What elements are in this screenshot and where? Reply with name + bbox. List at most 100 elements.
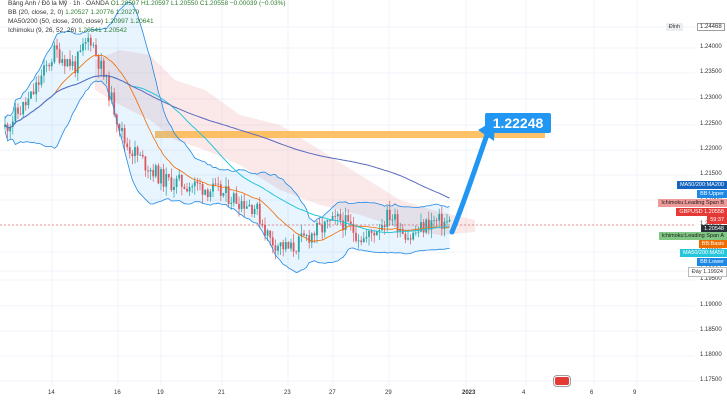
candle-body bbox=[204, 189, 207, 195]
ichimoku-cloud bbox=[95, 50, 475, 235]
time-tick: 2023 bbox=[462, 390, 476, 396]
candle-body bbox=[196, 181, 199, 184]
candle-body bbox=[336, 214, 339, 217]
candle-body bbox=[297, 236, 300, 252]
candle-body bbox=[316, 222, 318, 236]
indicator-tag: Ichimoku:Leading Span A bbox=[658, 232, 727, 240]
candle-body bbox=[225, 186, 227, 193]
candle-body bbox=[284, 241, 287, 250]
candle-body bbox=[365, 236, 368, 239]
candle-body bbox=[394, 214, 396, 220]
candle-body bbox=[199, 183, 201, 185]
candle-body bbox=[362, 238, 365, 243]
candle-body bbox=[154, 165, 157, 177]
price-tick: 1.23500 bbox=[700, 69, 722, 75]
candle-body bbox=[173, 186, 175, 191]
candle-body bbox=[407, 238, 409, 240]
candle-body bbox=[217, 183, 220, 185]
candle-body bbox=[318, 222, 321, 225]
candle-body bbox=[56, 45, 58, 50]
bb-lower-line bbox=[4, 80, 450, 273]
time-tick: 27 bbox=[329, 390, 336, 396]
candle-body bbox=[438, 214, 441, 221]
candle-body bbox=[245, 206, 248, 209]
candle-body bbox=[147, 170, 149, 172]
candle-body bbox=[144, 156, 147, 171]
candle-body bbox=[264, 225, 266, 236]
candle-body bbox=[162, 169, 165, 187]
ma-legend[interactable]: MA50/200 (50, close, 200, close) 1.20997… bbox=[8, 18, 154, 25]
candle-body bbox=[334, 216, 337, 217]
candle-body bbox=[61, 59, 64, 63]
candle-body bbox=[87, 37, 90, 42]
candle-body bbox=[175, 178, 178, 187]
candle-body bbox=[19, 113, 22, 115]
bb-fill bbox=[5, 2, 450, 273]
candle-body bbox=[160, 169, 162, 184]
indicator-tag: BB:Lower bbox=[697, 258, 727, 266]
candle-body bbox=[368, 230, 370, 237]
candle-body bbox=[193, 181, 196, 187]
bb-legend[interactable]: BB (20, close, 2, 0) 1.20527 1.20776 1.2… bbox=[8, 9, 140, 16]
indicator-tag: GBPUSD 1.20558 bbox=[676, 208, 727, 216]
candle-body bbox=[180, 174, 183, 187]
candle-body bbox=[22, 102, 25, 115]
candle-body bbox=[414, 232, 417, 234]
candle-body bbox=[183, 186, 186, 189]
time-tick: 4 bbox=[522, 390, 526, 396]
candle-body bbox=[89, 37, 92, 46]
candle-body bbox=[212, 183, 214, 192]
candle-body bbox=[113, 92, 116, 115]
candle-body bbox=[274, 245, 277, 251]
price-tick: 1.22500 bbox=[700, 121, 722, 127]
candle-body bbox=[266, 230, 269, 236]
price-tick: 1.24468 bbox=[697, 23, 725, 31]
candle-body bbox=[165, 174, 168, 187]
candle-body bbox=[128, 147, 131, 154]
candle-body bbox=[271, 237, 274, 246]
candle-body bbox=[443, 221, 446, 229]
candle-body bbox=[308, 235, 311, 243]
indicator-tag: MA50/200:MA200 bbox=[676, 181, 727, 189]
candle-body bbox=[282, 242, 285, 250]
price-tick: 1.20500 bbox=[700, 221, 722, 227]
candle-body bbox=[108, 74, 110, 101]
price-tick: 1.19500 bbox=[700, 276, 722, 282]
time-tick: 29 bbox=[385, 390, 392, 396]
candle-body bbox=[201, 184, 204, 195]
candle-body bbox=[139, 154, 142, 156]
time-tick: 21 bbox=[218, 390, 225, 396]
price-tick: 1.22000 bbox=[700, 146, 722, 152]
time-tick: 19 bbox=[157, 390, 164, 396]
candle-body bbox=[329, 220, 331, 221]
candle-body bbox=[235, 193, 238, 204]
candle-body bbox=[9, 126, 12, 132]
candle-body bbox=[404, 233, 407, 240]
symbol-header[interactable]: Bảng Anh / Đô la Mỹ · 1h · OANDA O1.2059… bbox=[8, 0, 286, 7]
candle-body bbox=[230, 202, 233, 204]
candle-body bbox=[149, 169, 152, 172]
candle-body bbox=[321, 224, 324, 233]
time-tick: 16 bbox=[114, 390, 121, 396]
candle-body bbox=[50, 62, 53, 67]
candle-body bbox=[305, 235, 308, 236]
candle-body bbox=[300, 233, 303, 237]
candle-body bbox=[48, 64, 51, 67]
candle-body bbox=[17, 107, 19, 114]
candle-body bbox=[136, 147, 139, 156]
candle-body bbox=[292, 242, 295, 252]
candle-body bbox=[71, 61, 74, 66]
candle-body bbox=[375, 230, 378, 236]
candle-body bbox=[167, 174, 170, 178]
candle-body bbox=[188, 187, 191, 192]
indicator-tag: BB:Basis bbox=[698, 240, 727, 248]
candle-body bbox=[24, 102, 27, 106]
ichimoku-legend[interactable]: Ichimoku (9, 26, 52, 26) 1.20541 1.20542 bbox=[8, 27, 127, 34]
candle-body bbox=[4, 124, 6, 128]
candle-body bbox=[313, 233, 316, 236]
candle-body bbox=[352, 223, 355, 233]
candle-body bbox=[251, 204, 253, 215]
time-tick: 9 bbox=[633, 390, 637, 396]
